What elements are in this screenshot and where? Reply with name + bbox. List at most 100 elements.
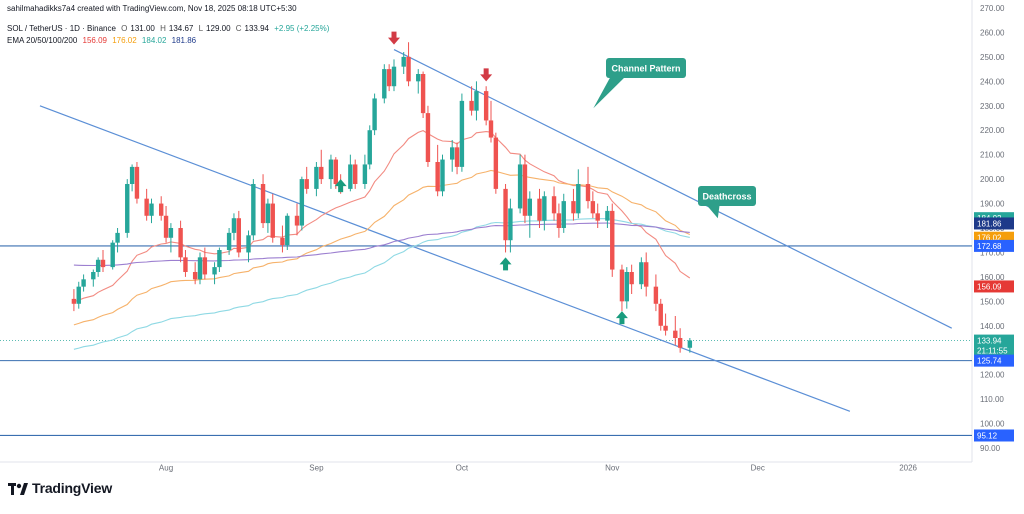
- candle-body: [299, 179, 305, 226]
- y-tick-label: 200.00: [980, 175, 1005, 184]
- price-axis-label-text: 181.86: [977, 219, 1002, 228]
- candle-body: [401, 56, 406, 67]
- y-tick-label: 160.00: [980, 273, 1005, 282]
- candle-body: [192, 272, 198, 280]
- y-tick-label: 90.00: [980, 444, 1001, 453]
- candle-body: [304, 179, 309, 189]
- candle-body: [231, 218, 237, 233]
- candle-body: [595, 213, 600, 221]
- candle-body: [236, 218, 241, 253]
- candle-body: [159, 203, 164, 216]
- x-tick-label: Oct: [456, 464, 469, 473]
- y-tick-label: 150.00: [980, 297, 1005, 306]
- high-label: H: [160, 24, 166, 33]
- ema50-line: [73, 169, 691, 326]
- y-tick-label: 230.00: [980, 102, 1005, 111]
- candle-body: [367, 130, 372, 165]
- candle-body: [629, 272, 634, 285]
- candle-body: [110, 242, 115, 268]
- candle-body: [416, 74, 421, 82]
- candle-body: [202, 257, 208, 275]
- low-value: 129.00: [206, 24, 231, 33]
- peak-arrow-down-icon: [388, 31, 400, 45]
- candle-body: [619, 269, 625, 302]
- y-tick-label: 190.00: [980, 200, 1005, 209]
- deathcross-callout-box: [698, 186, 756, 206]
- y-tick-label: 170.00: [980, 248, 1005, 257]
- candle-body: [551, 196, 557, 214]
- price-axis-label-text: 125.74: [977, 357, 1002, 366]
- y-tick-label: 250.00: [980, 53, 1005, 62]
- candle-body: [314, 166, 319, 189]
- candle-body: [246, 235, 251, 253]
- ema200-value: 181.86: [171, 36, 197, 45]
- x-tick-label: Aug: [159, 464, 173, 473]
- price-axis-label-text: 172.68: [977, 242, 1002, 251]
- deathcross-callout-text: Deathcross: [702, 192, 751, 202]
- ema-label: EMA 20/50/100/200: [7, 36, 78, 45]
- attribution-text: sahilmahadikks7a4 created with TradingVi…: [7, 4, 297, 13]
- candle-body: [658, 303, 663, 326]
- peak-arrow-down-icon: [480, 68, 493, 82]
- candle-body: [425, 113, 431, 162]
- candle-body: [91, 272, 96, 280]
- candle-body: [483, 91, 489, 121]
- high-value: 134.67: [168, 24, 194, 33]
- candle-body: [95, 259, 101, 272]
- candle-body: [260, 184, 266, 224]
- y-tick-label: 110.00: [980, 395, 1004, 404]
- candle-body: [469, 100, 474, 111]
- candle-body: [605, 210, 610, 221]
- price-axis-label-text: 176.02: [977, 234, 1002, 243]
- price-axis-label-text: 156.09: [977, 282, 1002, 291]
- candle-body: [226, 232, 232, 250]
- ema100-line: [73, 218, 690, 350]
- candle-body: [270, 203, 275, 238]
- candle-body: [197, 257, 203, 280]
- candle-body: [217, 250, 222, 268]
- candle-body: [517, 164, 523, 209]
- price-axis-label: [974, 354, 1014, 367]
- candle-body: [129, 166, 135, 184]
- candle-body: [440, 159, 445, 192]
- candle-body: [435, 162, 440, 192]
- candle-body: [590, 201, 596, 214]
- change-value: +2.95 (+2.25%): [274, 24, 330, 33]
- candle-body: [362, 164, 368, 184]
- y-tick-label: 100.00: [980, 420, 1005, 429]
- candle-body: [285, 215, 290, 246]
- y-tick-label: 270.00: [980, 4, 1005, 13]
- candle-body: [71, 298, 77, 304]
- candle-body: [178, 228, 183, 258]
- candle-body: [527, 198, 532, 216]
- candle-body: [134, 166, 140, 199]
- candle-body: [100, 259, 106, 268]
- candle-body: [624, 272, 629, 302]
- candle-body: [663, 325, 668, 331]
- low-label: L: [198, 24, 204, 33]
- candle-body: [265, 203, 271, 224]
- tradingview-logo-icon: [8, 482, 28, 495]
- tradingview-wordmark: TradingView: [32, 480, 113, 496]
- candle-body: [183, 257, 188, 272]
- candle-body: [76, 286, 81, 304]
- candle-body: [163, 215, 169, 238]
- x-tick-label: Dec: [751, 464, 765, 473]
- ema200-line: [73, 222, 690, 267]
- open-label: O: [121, 24, 128, 33]
- symbol-label: SOL / TetherUS · 1D · Binance: [7, 24, 116, 33]
- candle-body: [653, 286, 659, 304]
- channel-pattern-callout-text: Channel Pattern: [611, 64, 680, 74]
- ema-row: EMA 20/50/100/200 156.09 176.02 184.02 1…: [7, 36, 199, 45]
- candle-body: [542, 196, 547, 221]
- price-axis-label: [974, 280, 1014, 293]
- price-axis-label: [974, 217, 1014, 230]
- candle-body: [673, 330, 678, 338]
- channel-pattern-callout-box: [606, 58, 686, 78]
- support-arrow-up-icon: [334, 179, 347, 193]
- close-label: C: [235, 24, 242, 33]
- candle-body: [508, 208, 513, 241]
